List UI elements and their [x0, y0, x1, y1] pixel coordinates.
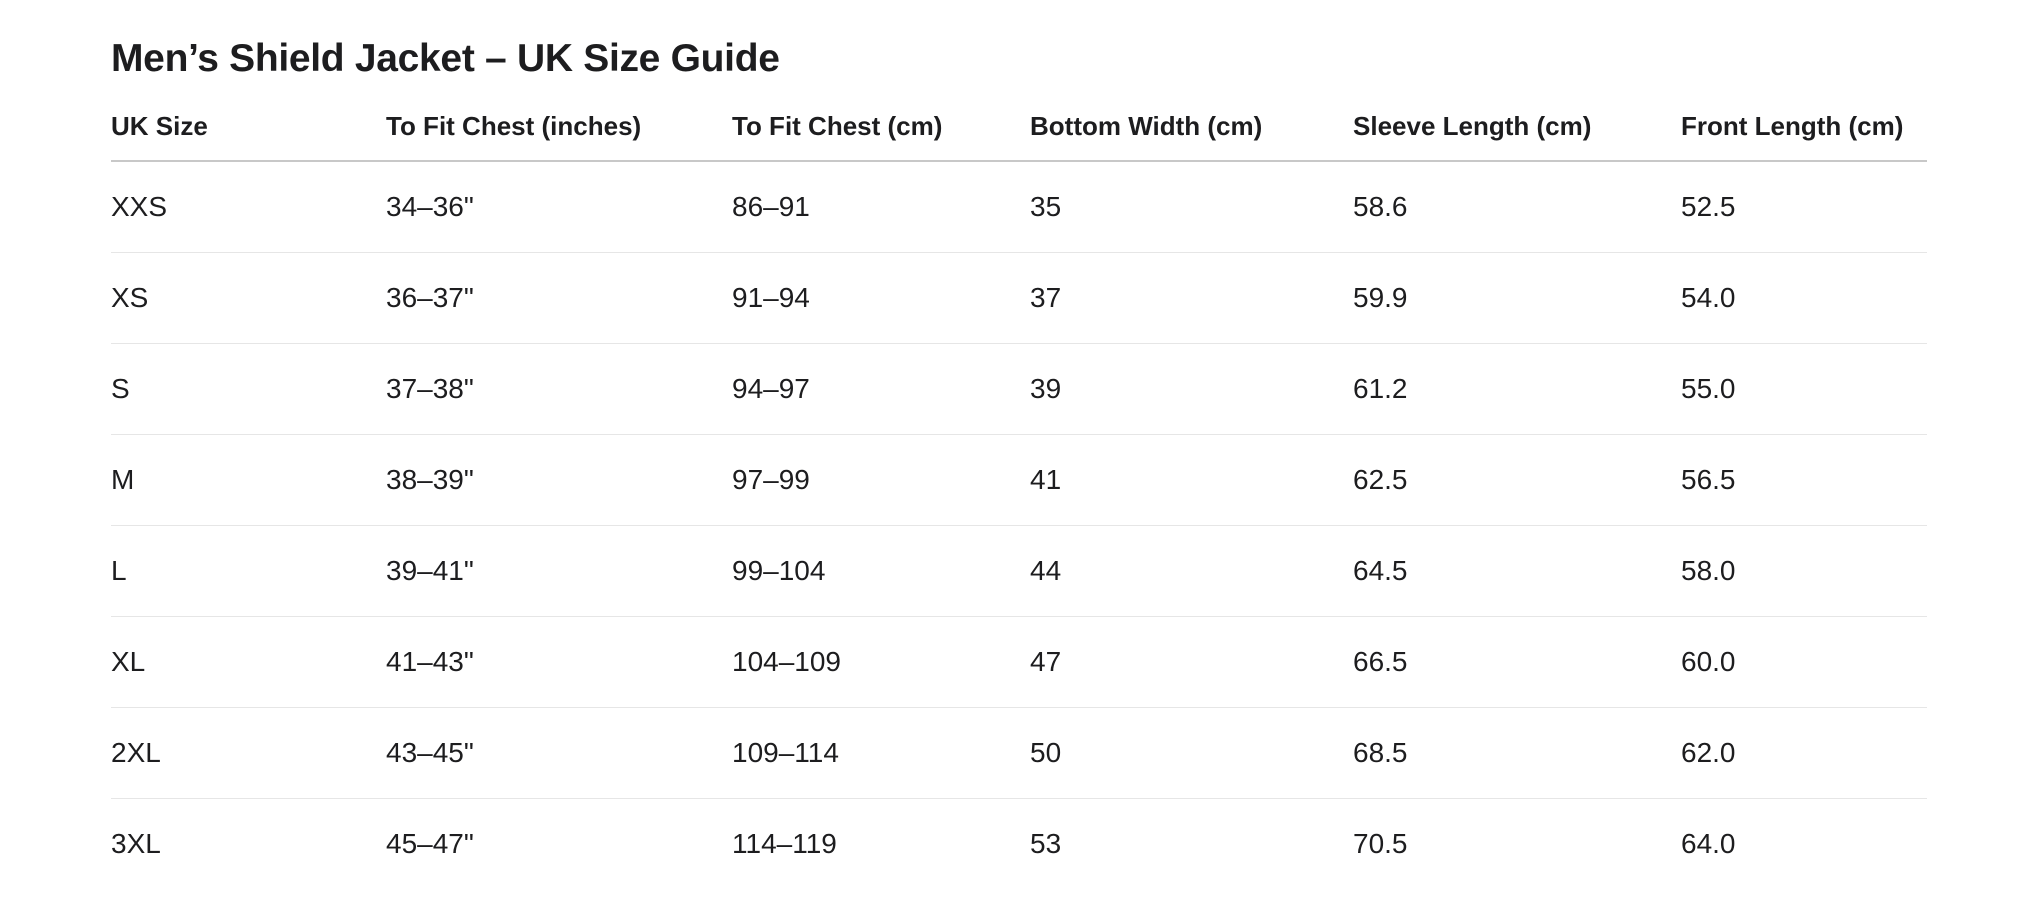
table-cell: 43–45" — [386, 707, 732, 799]
table-cell: M — [111, 434, 386, 526]
table-cell: 66.5 — [1353, 616, 1681, 708]
table-cell: 61.2 — [1353, 343, 1681, 435]
table-cell: 55.0 — [1681, 343, 1927, 435]
column-header: Front Length (cm) — [1681, 100, 1927, 162]
table-cell: S — [111, 343, 386, 435]
table-cell: 38–39" — [386, 434, 732, 526]
table-cell: 47 — [1030, 616, 1353, 708]
table-cell: 109–114 — [732, 707, 1030, 799]
table-cell: 52.5 — [1681, 161, 1927, 253]
table-row: 2XL 43–45" 109–114 50 68.5 62.0 — [111, 707, 1927, 799]
table-cell: L — [111, 525, 386, 617]
table-cell: 58.6 — [1353, 161, 1681, 253]
table-cell: 34–36" — [386, 161, 732, 253]
column-header: UK Size — [111, 100, 386, 162]
table-cell: 70.5 — [1353, 827, 1408, 859]
table-cell: 36–37" — [386, 252, 732, 344]
table-row: S 37–38" 94–97 39 61.2 55.0 — [111, 343, 1927, 435]
table-cell: 60.0 — [1681, 616, 1927, 708]
table-cell: 54.0 — [1681, 252, 1927, 344]
table-cell: 62.5 — [1353, 434, 1681, 526]
table-cell: 44 — [1030, 525, 1353, 617]
table-cell: 56.5 — [1681, 434, 1927, 526]
table-cell: 58.0 — [1681, 525, 1927, 617]
table-cell: 2XL — [111, 707, 386, 799]
table-cell: 99–104 — [732, 525, 1030, 617]
table-cell: XS — [111, 252, 386, 344]
table-row: L 39–41" 99–104 44 64.5 58.0 — [111, 525, 1927, 617]
table-cell: 37–38" — [386, 343, 732, 435]
column-header: To Fit Chest (inches) — [386, 100, 732, 162]
column-header: Sleeve Length (cm) — [1353, 100, 1681, 162]
table-head: UK Size To Fit Chest (inches) To Fit Chest… — [111, 100, 1927, 162]
table-cell: 39–41" — [386, 525, 732, 617]
table-cell: 62.0 — [1681, 707, 1927, 799]
table-cell: 64.0 — [1681, 827, 1736, 859]
table-cell: 97–99 — [732, 434, 1030, 526]
table-row: XXS 34–36" 86–91 35 58.6 52.5 — [111, 161, 1927, 253]
table-cell: 35 — [1030, 161, 1353, 253]
table-cell: 68.5 — [1353, 707, 1681, 799]
column-header: To Fit Chest (cm) — [732, 100, 1030, 162]
table-row: XL 41–43" 104–109 47 66.5 60.0 — [111, 616, 1927, 708]
table-cell: 50 — [1030, 707, 1353, 799]
page-title: Men’s Shield Jacket – UK Size Guide — [111, 37, 780, 80]
table-cell: XL — [111, 616, 386, 708]
header-row: UK Size To Fit Chest (inches) To Fit Chest… — [111, 100, 1927, 162]
table-row: M 38–39" 97–99 41 62.5 56.5 — [111, 434, 1927, 526]
table-cell: 41–43" — [386, 616, 732, 708]
table-cell: 114–119 — [732, 827, 837, 859]
column-header: Bottom Width (cm) — [1030, 100, 1353, 162]
table-row: XS 36–37" 91–94 37 59.9 54.0 — [111, 252, 1927, 344]
table-body: XXS 34–36" 86–91 35 58.6 52.5 XS 36–37" 91–94 37 5… — [111, 161, 1927, 889]
table-row: 3XL 45–47" 114–119 53 70.5 64.0 — [111, 798, 1927, 889]
table-cell: 59.9 — [1353, 252, 1681, 344]
size-table: UK Size To Fit Chest (inches) To Fit Chest… — [111, 100, 1927, 889]
table-cell: 37 — [1030, 252, 1353, 344]
table-cell: 39 — [1030, 343, 1353, 435]
table-cell: 91–94 — [732, 252, 1030, 344]
table-cell: 86–91 — [732, 161, 1030, 253]
table-cell: 64.5 — [1353, 525, 1681, 617]
table-cell: XXS — [111, 161, 386, 253]
table-cell: 41 — [1030, 434, 1353, 526]
table-cell: 3XL — [111, 827, 161, 859]
table-cell: 104–109 — [732, 616, 1030, 708]
table-cell: 53 — [1030, 827, 1062, 859]
table-cell: 94–97 — [732, 343, 1030, 435]
table-cell: 45–47" — [386, 827, 474, 859]
